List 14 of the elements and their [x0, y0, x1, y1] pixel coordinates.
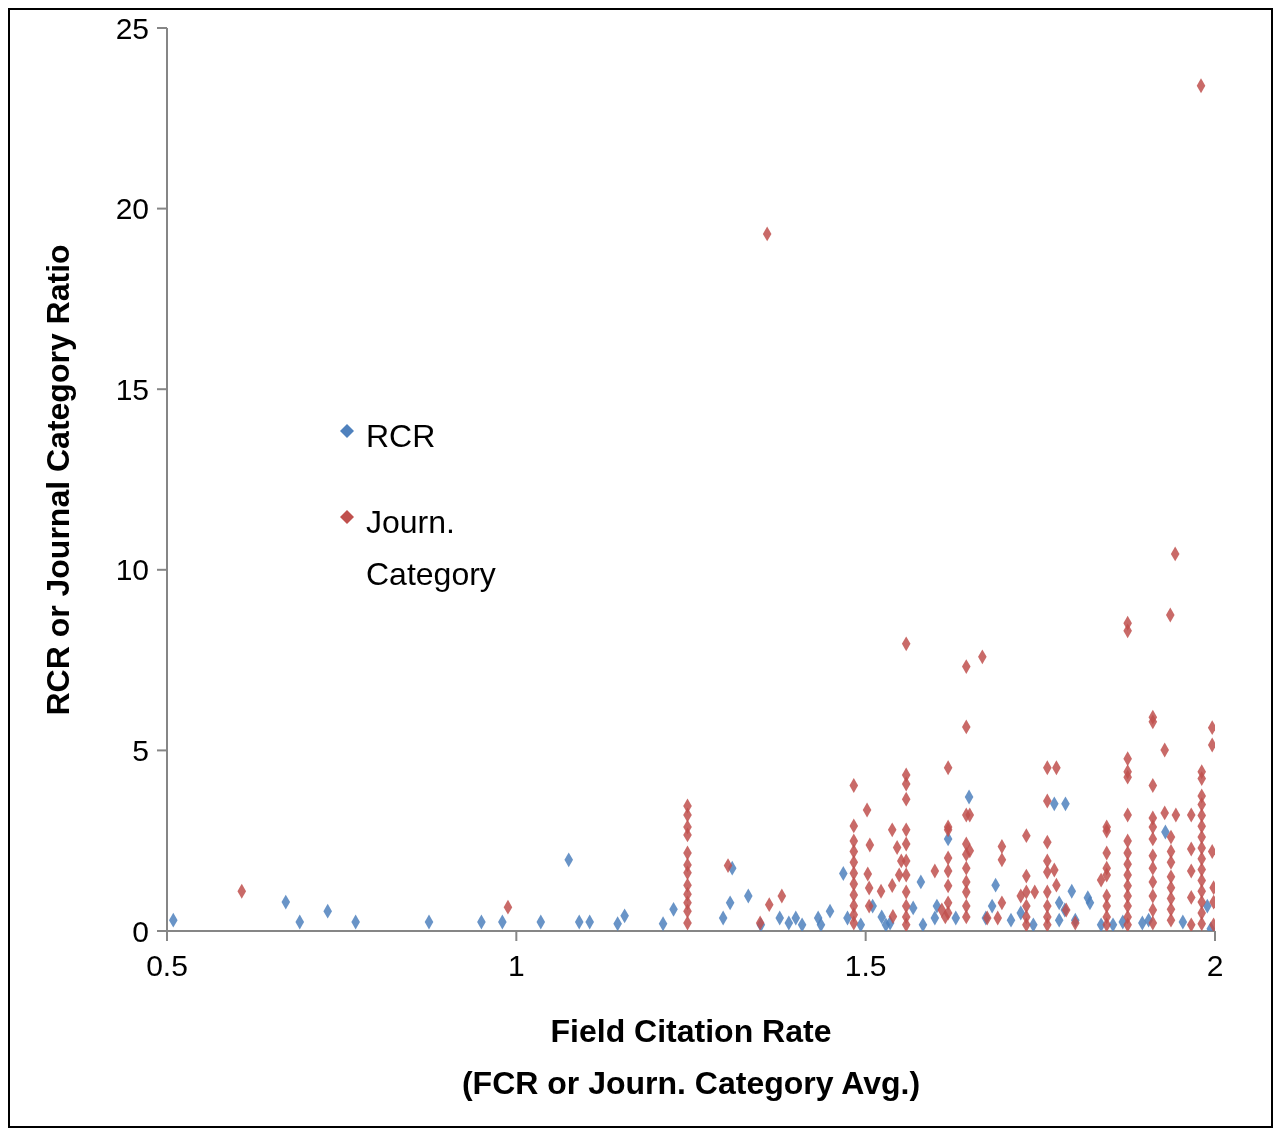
- x-tick-label: 0.5: [146, 949, 188, 983]
- legend-label: Journ. Category: [366, 503, 497, 594]
- y-axis-title: RCR or Journal Category Ratio: [39, 243, 77, 716]
- x-tick-label: 1.5: [844, 949, 887, 983]
- x-axis-title: Field Citation Rate (FCR or Journ. Category Avg.): [460, 1012, 922, 1103]
- legend-label: RCR: [366, 417, 437, 456]
- y-tick-label: 25: [115, 11, 149, 45]
- y-tick-label: 5: [132, 734, 149, 768]
- y-tick-label: 15: [115, 372, 149, 406]
- x-tick-label: 2: [1206, 949, 1224, 983]
- x-tick-label: 1: [507, 949, 525, 983]
- y-tick-label: 10: [115, 553, 149, 587]
- y-tick-label: 0: [132, 914, 149, 948]
- y-tick-label: 20: [115, 192, 149, 226]
